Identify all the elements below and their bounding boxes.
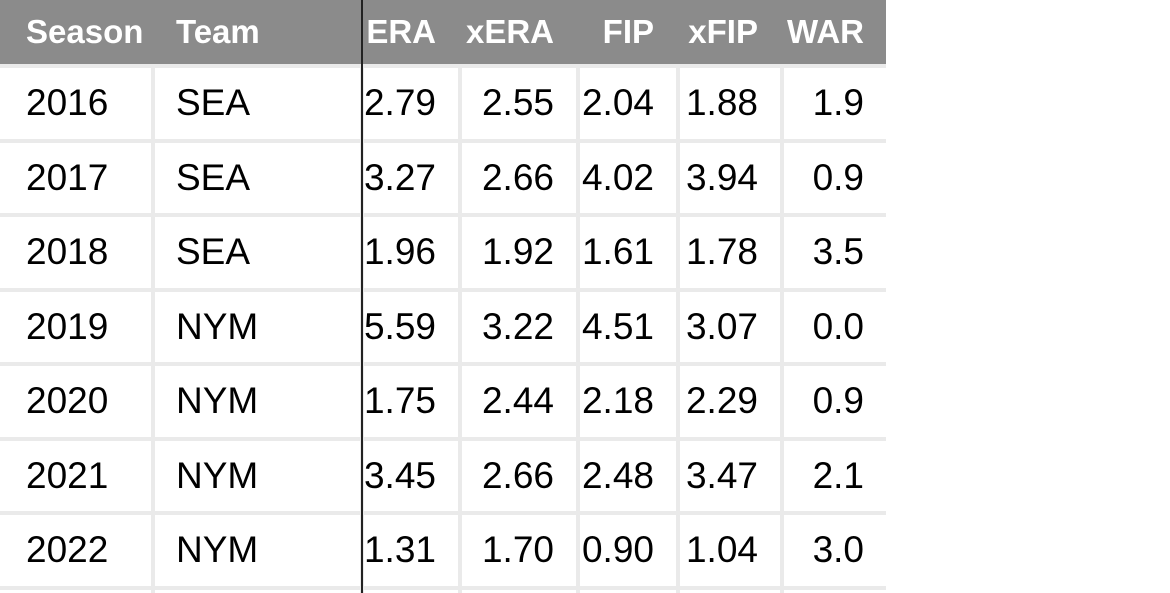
cell-era: 1.96 [364,217,458,288]
cell-xfip: 2.29 [680,366,780,437]
cell-fip-partial [580,589,676,593]
cell-xfip: 1.88 [680,68,780,139]
cell-war: 0.9 [784,366,886,437]
table-row: 2017 SEA 3.27 2.66 4.02 3.94 0.9 [0,142,886,213]
cell-era: 1.75 [364,366,458,437]
cell-war: 0.0 [784,291,886,362]
cell-xera: 1.70 [462,515,576,586]
cell-season: 2016 [0,68,151,139]
cell-season: 2022 [0,515,151,586]
table-row: 2018 SEA 1.96 1.92 1.61 1.78 3.5 [0,217,886,288]
table-row: 2021 NYM 3.45 2.66 2.48 3.47 2.1 [0,440,886,511]
cell-war: 0.9 [784,142,886,213]
cell-xera: 3.22 [462,291,576,362]
cell-season: 2018 [0,217,151,288]
cell-fip: 2.04 [580,68,676,139]
table-row-partial [0,589,886,593]
cell-team: NYM [155,291,360,362]
table-row: 2019 NYM 5.59 3.22 4.51 3.07 0.0 [0,291,886,362]
cell-season: 2019 [0,291,151,362]
cell-xera: 2.55 [462,68,576,139]
cell-xera: 1.92 [462,217,576,288]
cell-xfip: 1.78 [680,217,780,288]
cell-era-partial [364,589,458,593]
cell-fip: 4.02 [580,142,676,213]
cell-xfip: 3.94 [680,142,780,213]
table-row: 2022 NYM 1.31 1.70 0.90 1.04 3.0 [0,515,886,586]
cell-season: 2017 [0,142,151,213]
table-row: 2020 NYM 1.75 2.44 2.18 2.29 0.9 [0,366,886,437]
cell-era: 3.27 [364,142,458,213]
cell-war-partial [784,589,886,593]
cell-war: 2.1 [784,440,886,511]
cell-era: 3.45 [364,440,458,511]
cell-war: 3.5 [784,217,886,288]
cell-team: SEA [155,68,360,139]
cell-fip: 1.61 [580,217,676,288]
cell-team: NYM [155,366,360,437]
cell-xera: 2.66 [462,440,576,511]
cell-team: SEA [155,142,360,213]
cell-era: 5.59 [364,291,458,362]
cell-team: NYM [155,515,360,586]
column-header-fip[interactable]: FIP [602,13,654,50]
cell-xera: 2.66 [462,142,576,213]
cell-war: 3.0 [784,515,886,586]
cell-team: NYM [155,440,360,511]
cell-xfip: 3.07 [680,291,780,362]
cell-season: 2020 [0,366,151,437]
table-body: 2016 SEA 2.79 2.55 2.04 1.88 1.9 2017 SEA 3.27 2.6… [0,64,886,593]
cell-fip: 0.90 [580,515,676,586]
cell-era: 2.79 [364,68,458,139]
cell-xfip-partial [680,589,780,593]
column-header-team[interactable]: Team [176,13,260,50]
column-header-xfip[interactable]: xFIP [688,13,758,50]
table-row: 2016 SEA 2.79 2.55 2.04 1.88 1.9 [0,68,886,139]
cell-team-partial [155,589,360,593]
cell-fip: 4.51 [580,291,676,362]
cell-fip: 2.18 [580,366,676,437]
cell-war: 1.9 [784,68,886,139]
column-header-xera[interactable]: xERA [465,13,554,50]
cell-xfip: 1.04 [680,515,780,586]
cell-season-partial [0,589,151,593]
cell-season: 2021 [0,440,151,511]
cell-xera: 2.44 [462,366,576,437]
cell-xera-partial [462,589,576,593]
cell-xfip: 3.47 [680,440,780,511]
cell-fip: 2.48 [580,440,676,511]
cell-team: SEA [155,217,360,288]
stats-table: Season Team ERA xERA FIP xFIP WAR 2016 SEA 2.79 2… [0,0,886,593]
column-header-war[interactable]: WAR [787,13,864,50]
table-header: Season Team ERA xERA FIP xFIP WAR [0,0,886,64]
frozen-pane-divider [361,0,363,593]
column-header-season[interactable]: Season [26,13,144,50]
column-header-era[interactable]: ERA [366,13,436,50]
cell-era: 1.31 [364,515,458,586]
